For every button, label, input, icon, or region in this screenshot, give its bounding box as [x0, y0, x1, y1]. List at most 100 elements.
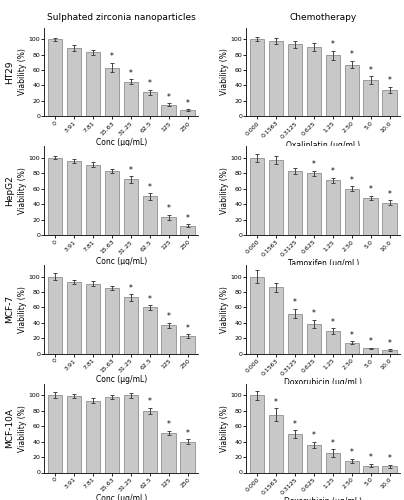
- Text: *: *: [293, 298, 297, 308]
- Bar: [143, 196, 157, 235]
- Text: Chemotherapy: Chemotherapy: [290, 14, 357, 22]
- Bar: [86, 284, 100, 354]
- X-axis label: Conc (μg/mL): Conc (μg/mL): [96, 256, 147, 266]
- Bar: [383, 202, 397, 235]
- Text: *: *: [350, 176, 354, 185]
- Text: *: *: [148, 294, 152, 304]
- Text: *: *: [312, 431, 316, 440]
- X-axis label: Oxaliplatin (μg/mL): Oxaliplatin (μg/mL): [286, 140, 360, 149]
- Bar: [269, 40, 283, 116]
- Text: *: *: [129, 166, 133, 175]
- X-axis label: Doxorubicin (μg/mL): Doxorubicin (μg/mL): [284, 497, 362, 500]
- Text: *: *: [331, 318, 335, 326]
- Bar: [181, 442, 195, 472]
- Text: *: *: [148, 183, 152, 192]
- Text: *: *: [166, 420, 170, 430]
- Bar: [326, 180, 340, 235]
- Bar: [181, 336, 195, 354]
- Text: Sulphated zirconia nanoparticles: Sulphated zirconia nanoparticles: [47, 14, 196, 22]
- Text: *: *: [331, 168, 335, 176]
- X-axis label: Tamoxifen (μg/mL): Tamoxifen (μg/mL): [288, 260, 359, 268]
- Bar: [67, 282, 81, 354]
- Y-axis label: Viability (%): Viability (%): [220, 167, 229, 214]
- Bar: [326, 453, 340, 472]
- Y-axis label: Viability (%): Viability (%): [220, 404, 229, 452]
- Text: *: *: [185, 429, 189, 438]
- Bar: [250, 39, 264, 116]
- Text: *: *: [110, 52, 114, 62]
- Text: *: *: [331, 439, 335, 448]
- Bar: [162, 217, 176, 235]
- Bar: [105, 397, 119, 472]
- Y-axis label: Viability (%): Viability (%): [220, 48, 229, 96]
- Bar: [162, 104, 176, 116]
- Bar: [307, 47, 321, 116]
- Bar: [250, 396, 264, 472]
- Bar: [383, 466, 397, 472]
- Text: *: *: [387, 338, 391, 347]
- Bar: [48, 158, 62, 235]
- X-axis label: Conc (μg/mL): Conc (μg/mL): [96, 138, 147, 147]
- Bar: [326, 332, 340, 354]
- Bar: [124, 298, 138, 354]
- Bar: [105, 288, 119, 354]
- Text: *: *: [368, 185, 372, 194]
- Bar: [48, 396, 62, 472]
- Text: HepG2: HepG2: [6, 176, 15, 206]
- Text: *: *: [387, 190, 391, 198]
- Bar: [250, 276, 264, 354]
- Text: *: *: [166, 204, 170, 214]
- Bar: [181, 226, 195, 235]
- Text: *: *: [274, 398, 278, 407]
- Bar: [124, 82, 138, 116]
- Bar: [269, 160, 283, 235]
- Bar: [162, 433, 176, 472]
- Text: *: *: [368, 337, 372, 346]
- Y-axis label: Viability (%): Viability (%): [18, 404, 27, 452]
- Bar: [345, 461, 359, 472]
- Bar: [48, 39, 62, 116]
- Text: *: *: [185, 214, 189, 222]
- Bar: [48, 276, 62, 354]
- X-axis label: Conc (μg/mL): Conc (μg/mL): [96, 376, 147, 384]
- Text: *: *: [368, 454, 372, 462]
- Bar: [326, 56, 340, 116]
- Bar: [124, 180, 138, 235]
- Bar: [383, 90, 397, 116]
- Bar: [162, 325, 176, 354]
- Bar: [345, 188, 359, 235]
- Bar: [307, 324, 321, 354]
- Text: *: *: [185, 324, 189, 333]
- Bar: [143, 92, 157, 116]
- Bar: [86, 52, 100, 116]
- Bar: [288, 314, 302, 354]
- Bar: [86, 165, 100, 235]
- Bar: [105, 68, 119, 116]
- Y-axis label: Viability (%): Viability (%): [220, 286, 229, 333]
- Bar: [269, 414, 283, 472]
- Bar: [124, 396, 138, 472]
- Bar: [307, 444, 321, 472]
- Text: *: *: [387, 454, 391, 463]
- Text: *: *: [350, 448, 354, 457]
- Text: *: *: [312, 309, 316, 318]
- Text: *: *: [185, 99, 189, 108]
- Bar: [269, 288, 283, 354]
- Text: *: *: [350, 331, 354, 340]
- Bar: [67, 396, 81, 472]
- Bar: [86, 400, 100, 472]
- Bar: [67, 48, 81, 116]
- Bar: [345, 343, 359, 354]
- Bar: [307, 174, 321, 235]
- Text: *: *: [293, 420, 297, 428]
- Bar: [364, 198, 378, 235]
- Text: *: *: [129, 68, 133, 78]
- Y-axis label: Viability (%): Viability (%): [18, 48, 27, 96]
- Bar: [364, 348, 378, 354]
- Text: *: *: [148, 80, 152, 88]
- Text: *: *: [387, 76, 391, 86]
- Bar: [364, 80, 378, 116]
- Text: *: *: [166, 312, 170, 322]
- Bar: [67, 161, 81, 235]
- Bar: [364, 466, 378, 472]
